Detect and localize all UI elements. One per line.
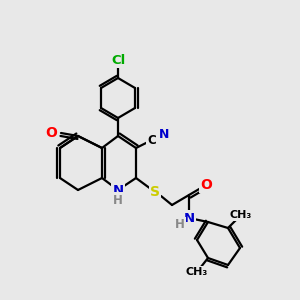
Text: N: N [112,184,124,196]
Text: N: N [159,128,169,142]
Text: Cl: Cl [111,53,125,67]
Text: H: H [175,218,185,232]
Text: CH₃: CH₃ [186,267,208,277]
Text: N: N [183,212,195,224]
Text: S: S [150,185,160,199]
Text: O: O [45,126,57,140]
Text: C: C [148,134,156,146]
Text: O: O [200,178,212,192]
Text: CH₃: CH₃ [230,210,252,220]
Text: H: H [113,194,123,206]
